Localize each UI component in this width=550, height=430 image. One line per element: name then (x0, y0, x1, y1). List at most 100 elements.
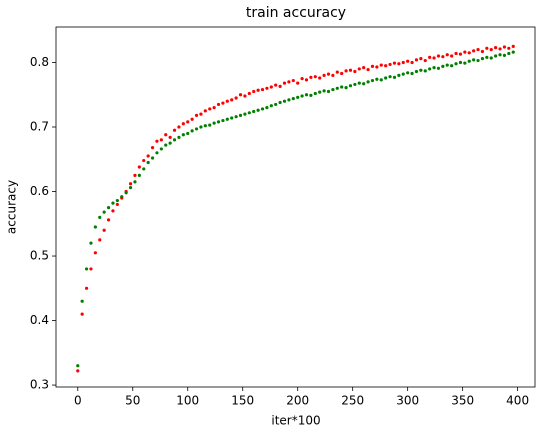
point (366, 80, 370, 84)
x-tick-label: 150 (231, 394, 254, 408)
point (326, 72, 331, 76)
point (480, 49, 485, 54)
point (76, 369, 80, 373)
point (243, 112, 247, 116)
point (498, 47, 502, 51)
point (102, 228, 106, 232)
point (414, 58, 419, 62)
point (256, 88, 260, 92)
point (212, 106, 216, 110)
point (102, 210, 106, 214)
point (89, 241, 93, 245)
point (489, 47, 493, 52)
point (181, 122, 185, 126)
point (309, 93, 313, 97)
point (370, 64, 375, 68)
point (216, 102, 221, 107)
chart-title: train accuracy (246, 5, 346, 21)
point (428, 67, 432, 71)
point (76, 364, 80, 368)
point (225, 117, 229, 121)
point (282, 99, 287, 103)
point (243, 94, 247, 98)
point (458, 60, 463, 65)
point (234, 115, 238, 119)
point (331, 73, 335, 77)
point (155, 139, 159, 143)
point (467, 51, 471, 55)
point (423, 58, 427, 63)
point (318, 76, 322, 80)
point (375, 65, 379, 69)
point (150, 156, 155, 160)
point (296, 81, 300, 85)
point (423, 69, 427, 73)
point (304, 78, 309, 82)
point (353, 69, 357, 74)
point (190, 129, 194, 133)
point (313, 91, 317, 96)
point (80, 312, 84, 316)
point (384, 76, 388, 80)
point (410, 60, 414, 65)
point (348, 68, 353, 72)
point (98, 215, 102, 219)
point (340, 71, 344, 76)
point (80, 299, 84, 303)
point (379, 63, 383, 67)
point (221, 101, 225, 105)
point (397, 73, 401, 77)
point (362, 66, 366, 70)
point (225, 99, 229, 103)
point (348, 84, 353, 88)
y-tick-label: 0.4 (30, 313, 49, 327)
point (199, 112, 203, 116)
point (287, 98, 291, 102)
y-tick-label: 0.8 (30, 55, 49, 69)
point (208, 107, 212, 111)
point (485, 46, 489, 50)
point (256, 108, 260, 112)
point (265, 106, 269, 110)
x-tick-label: 0 (74, 394, 82, 408)
point (247, 111, 251, 115)
point (247, 91, 251, 96)
point (401, 60, 405, 65)
point (98, 238, 102, 242)
point (502, 45, 507, 49)
point (212, 121, 216, 125)
point (445, 63, 449, 67)
point (296, 95, 300, 99)
x-tick-label: 300 (396, 394, 419, 408)
point (366, 67, 370, 72)
point (480, 57, 485, 61)
y-tick-label: 0.5 (30, 249, 49, 263)
point (326, 89, 331, 94)
point (362, 82, 366, 86)
point (194, 127, 199, 131)
point (489, 56, 493, 60)
point (168, 141, 172, 145)
point (155, 151, 159, 155)
point (463, 50, 467, 54)
point (164, 133, 168, 137)
point (498, 53, 502, 57)
point (111, 209, 115, 213)
point (472, 49, 476, 53)
point (304, 93, 309, 97)
point (410, 71, 414, 76)
point (309, 75, 313, 79)
point (392, 75, 397, 79)
point (265, 86, 269, 90)
point (120, 195, 124, 199)
point (445, 53, 449, 57)
point (322, 89, 326, 93)
point (252, 109, 256, 114)
point (168, 135, 172, 139)
point (300, 77, 304, 81)
point (494, 54, 498, 58)
y-axis-label: accuracy (5, 180, 19, 234)
point (260, 107, 265, 111)
point (370, 78, 375, 83)
